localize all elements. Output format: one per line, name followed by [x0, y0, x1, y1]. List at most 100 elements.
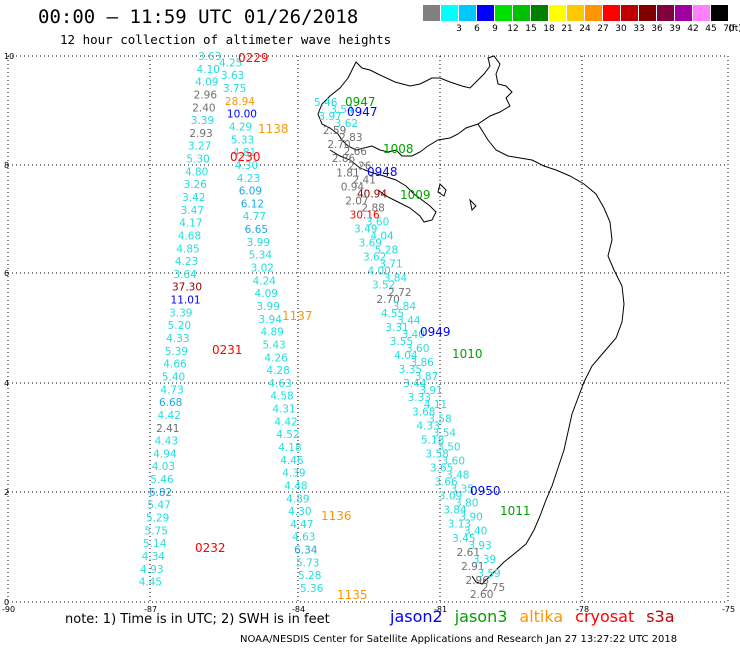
swh-value: 4.52	[276, 429, 299, 441]
swh-value: 2.91	[461, 561, 484, 573]
legend-label: 6	[474, 24, 480, 34]
swh-value: 4.55	[381, 308, 404, 320]
x-tick-label: -90	[2, 605, 15, 614]
satellite-cryosat: cryosat	[575, 607, 635, 626]
swh-value: 3.48	[446, 470, 469, 482]
swh-value: 3.40	[464, 526, 487, 538]
swh-value: 4.93	[140, 564, 163, 576]
lat-lon-grid	[7, 55, 729, 603]
footnote: note: 1) Time is in UTC; 2) SWH is in fe…	[65, 612, 330, 627]
swh-value: 4.00	[367, 266, 390, 278]
swh-value: 3.02	[251, 263, 274, 275]
swh-value: 3.44	[397, 315, 421, 327]
swh-value: 4.43	[155, 436, 178, 448]
pass-time-label: 1136	[321, 509, 352, 523]
y-tick-label: 8	[4, 161, 9, 170]
swh-value: 5.46	[314, 97, 338, 109]
swh-value: 2.86	[332, 153, 356, 165]
swh-value: 3.42	[182, 192, 205, 204]
swh-value: 4.63	[268, 378, 291, 390]
swh-value: 3.39	[191, 115, 214, 127]
legend-swatch	[621, 5, 639, 21]
satellite-jason2: jason2	[390, 607, 443, 626]
swh-value: 6.65	[245, 224, 268, 236]
swh-value: 2.59	[323, 125, 346, 137]
pass-time-label: 0947	[345, 95, 376, 109]
pass-time-label: 1138	[258, 122, 289, 136]
swh-value: 5.14	[143, 538, 167, 550]
swh-value: 3.99	[247, 237, 270, 249]
legend-swatch	[477, 5, 495, 21]
swh-value: 4.23	[175, 256, 198, 268]
legend-label: 39	[669, 24, 681, 34]
swh-value: 3.50	[437, 441, 460, 453]
x-tick-label: -75	[722, 605, 735, 614]
swh-value: 5.46	[150, 474, 174, 486]
coastline-east	[471, 123, 625, 585]
swh-value: 4.11	[424, 399, 447, 411]
swh-value: 3.93	[468, 540, 491, 552]
swh-value: 2.61	[457, 547, 480, 559]
swh-value: 4.31	[272, 404, 295, 416]
swh-value: 4.23	[237, 173, 260, 185]
swh-value: 4.24	[253, 275, 277, 287]
swh-value: 3.58	[425, 448, 448, 460]
swh-value: 3.49	[354, 224, 377, 236]
swh-value: 2.75	[482, 582, 505, 594]
credit-line: NOAA/NESDIS Center for Satellite Applica…	[240, 634, 678, 645]
pass-time-label: 0948	[367, 165, 398, 179]
swh-value: 3.60	[442, 455, 465, 467]
swh-value: 3.35	[399, 364, 422, 376]
y-tick-label: 0	[4, 598, 9, 607]
coastline	[317, 55, 625, 585]
pass-time-label: 1009	[400, 188, 431, 202]
x-tick-label: -87	[144, 605, 157, 614]
satellite-altika: altika	[519, 607, 564, 626]
swh-value: 2.83	[339, 132, 362, 144]
swh-value: 6.82	[149, 487, 172, 499]
swh-value: 3.62	[335, 118, 358, 130]
swh-value: 4.80	[185, 166, 208, 178]
legend-label: 70	[723, 24, 735, 34]
swh-value: 3.39	[169, 307, 192, 319]
swh-value: 4.89	[260, 327, 283, 339]
swh-value: 5.18	[421, 434, 444, 446]
swh-value: 3.63	[221, 70, 244, 82]
legend-swatch	[423, 5, 441, 21]
swh-value: 5.43	[262, 339, 285, 351]
pass-time-label: 1010	[452, 347, 483, 361]
swh-value: 3.69	[359, 238, 382, 250]
swh-value: 5.34	[249, 250, 273, 262]
swh-value: 4.39	[282, 468, 305, 480]
swh-value: 4.42	[158, 410, 181, 422]
swh-value: 4.94	[153, 448, 177, 460]
swh-value: 6.34	[294, 545, 318, 557]
chart-subtitle: 12 hour collection of altimeter wave hei…	[60, 32, 392, 47]
swh-value: 4.34	[142, 551, 166, 563]
swh-value: 4.25	[219, 57, 242, 69]
y-tick-label: 2	[4, 488, 9, 497]
swh-value: 3.58	[428, 413, 451, 425]
swh-value: 10.00	[227, 109, 257, 121]
y-tick-label: 4	[4, 379, 9, 388]
legend-label: 18	[543, 24, 555, 34]
legend-label: 12	[507, 24, 519, 34]
swh-value: 2.72	[388, 287, 411, 299]
swh-value: 4.63	[292, 532, 315, 544]
swh-value: 3.60	[406, 343, 429, 355]
pass-time-label: 1135	[337, 588, 368, 602]
swh-value: 5.28	[375, 245, 398, 257]
swh-value: 30.16	[350, 209, 380, 221]
swh-value: 4.10	[197, 64, 220, 76]
swh-value: 4.42	[274, 416, 297, 428]
legend-swatch	[531, 5, 549, 21]
legend-swatch	[657, 5, 675, 21]
swh-value: 2.07	[345, 195, 368, 207]
swh-value: 2.70	[327, 139, 350, 151]
swh-value: 6.12	[241, 198, 264, 210]
satellite-key: jason2 jason3 altika cryosat s3a	[390, 607, 687, 626]
swh-value: 4.81	[233, 147, 256, 159]
legend-swatch	[459, 5, 477, 21]
swh-value: 3.99	[257, 301, 280, 313]
legend-swatch	[441, 5, 459, 21]
